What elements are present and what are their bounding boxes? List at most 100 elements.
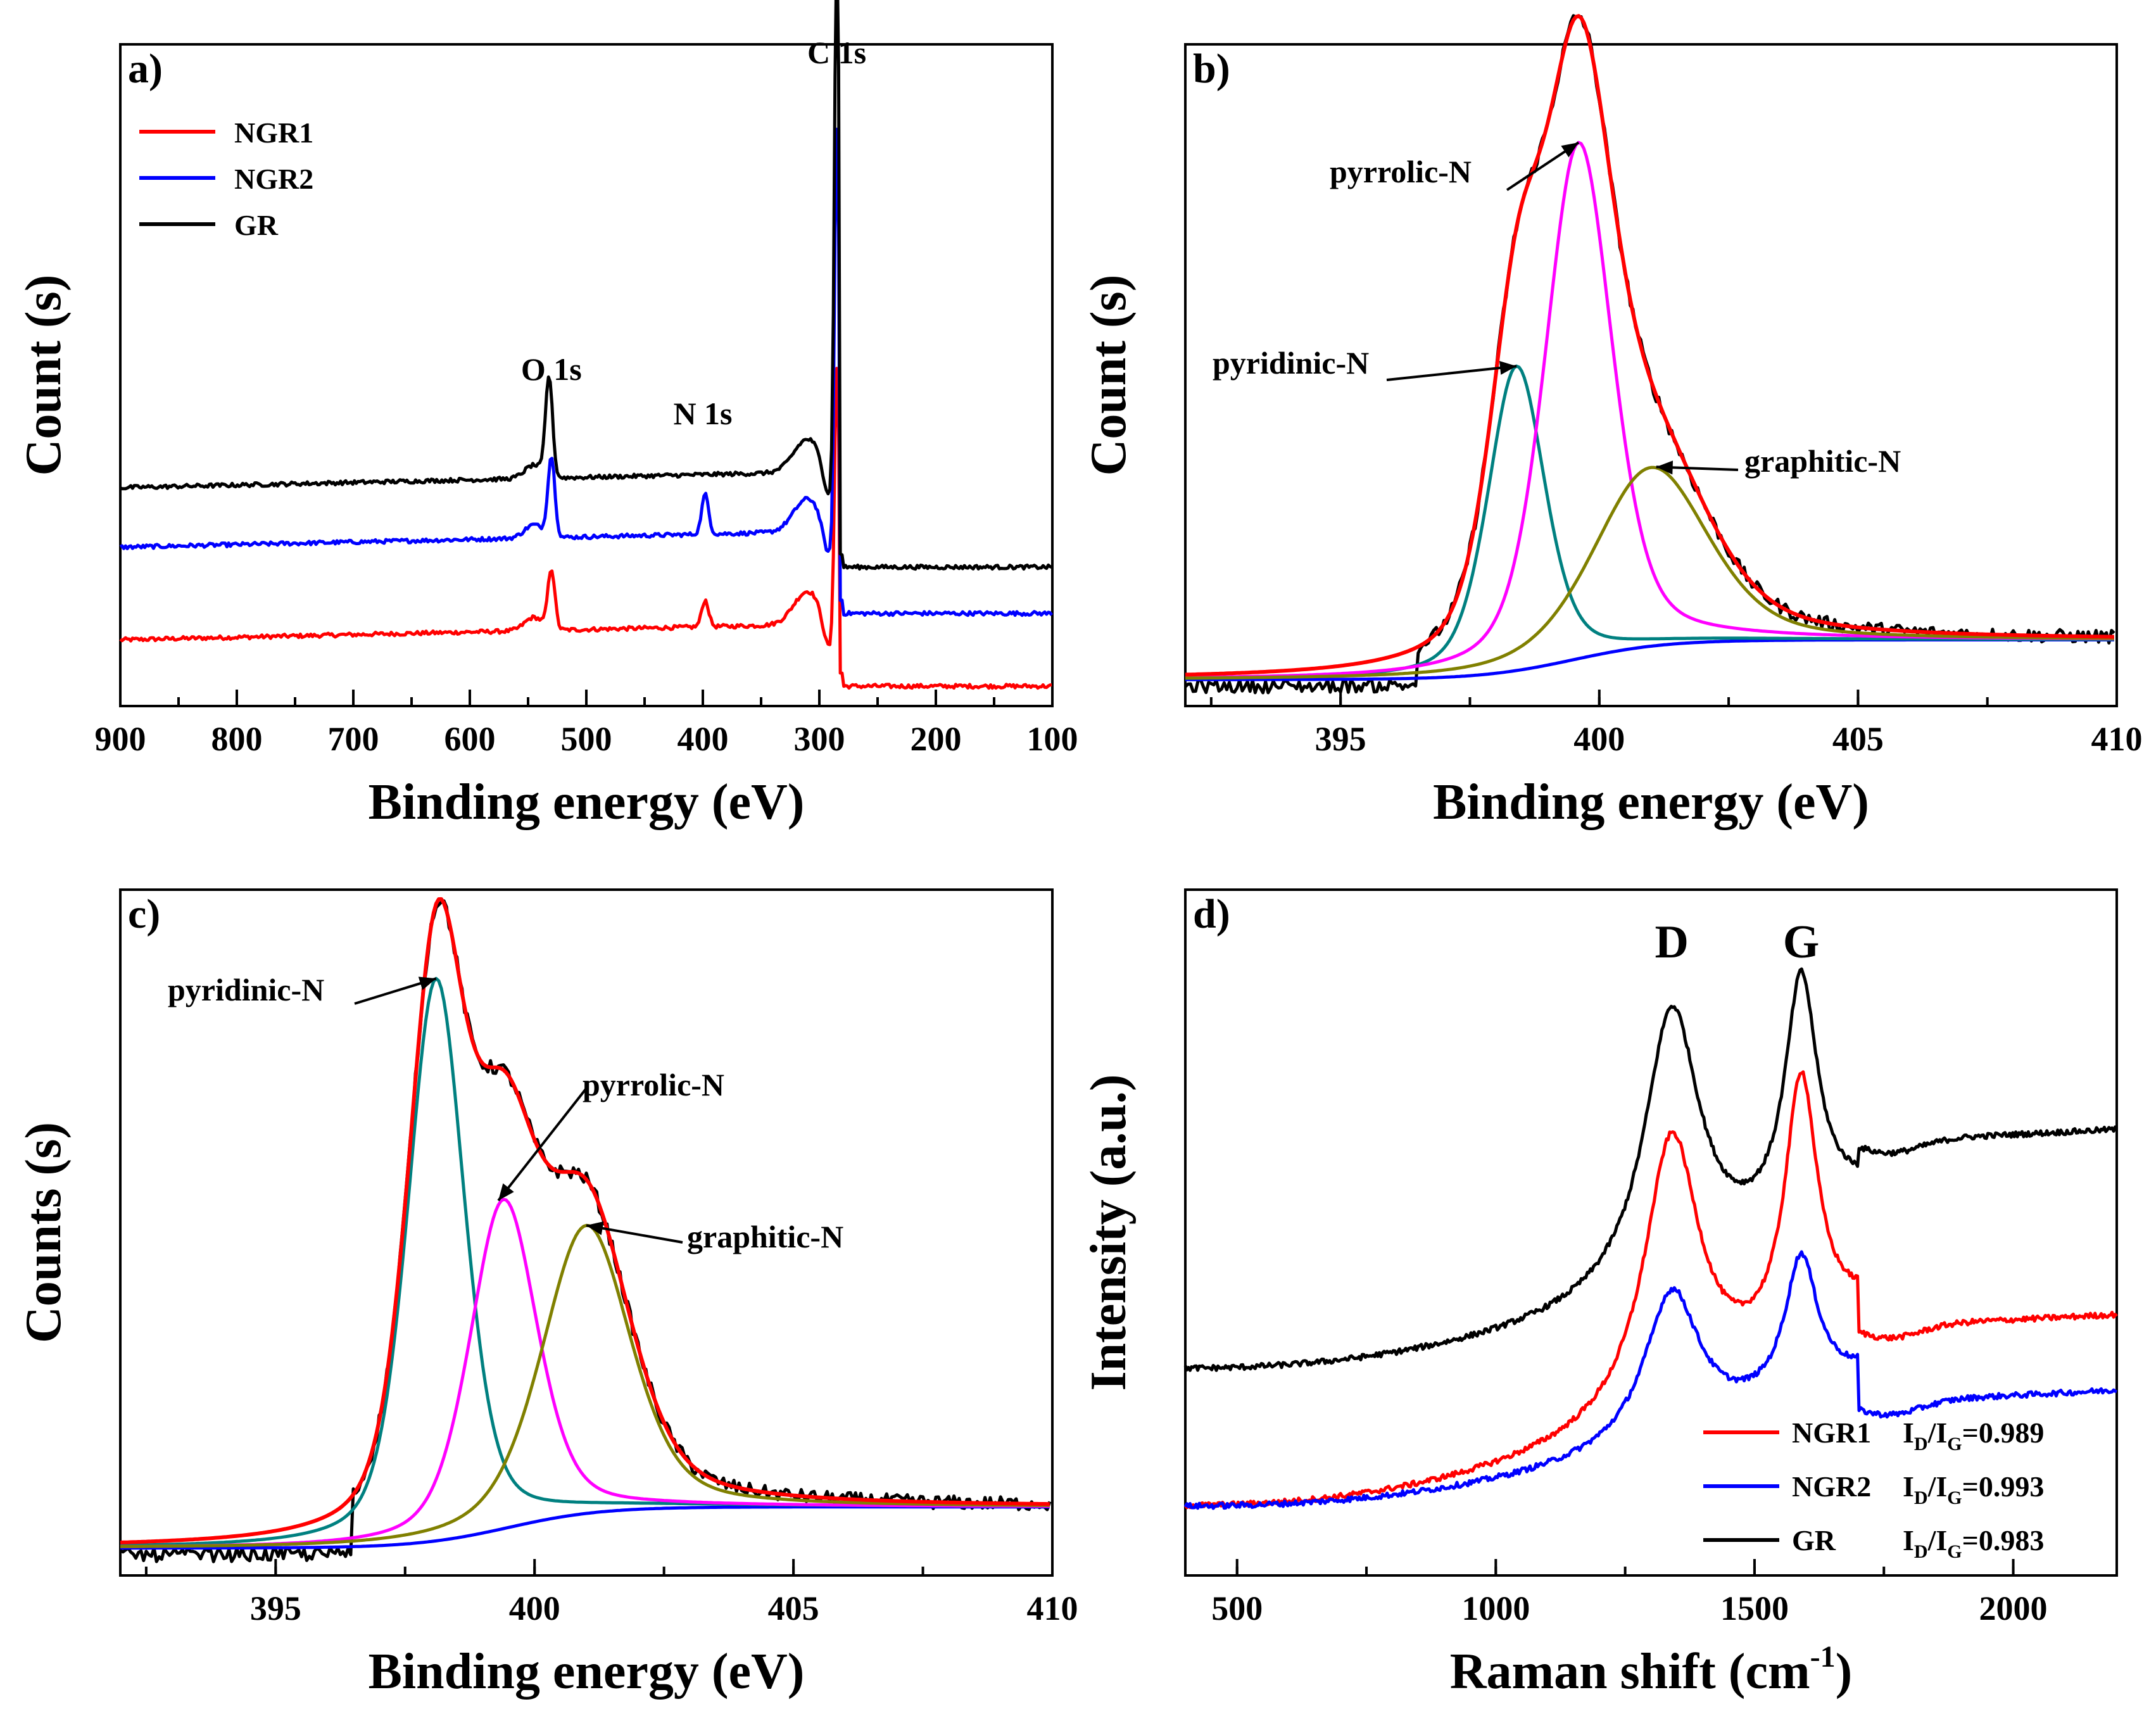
component-line-graphitic-N	[1185, 465, 2114, 680]
component-annotation: graphitic-N	[1744, 443, 1901, 479]
component-annotation: pyridinic-N	[1213, 345, 1369, 381]
peak-label: D	[1655, 916, 1688, 968]
x-axis-label: Binding energy (eV)	[369, 1644, 805, 1700]
x-tick-label: 800	[211, 720, 263, 758]
plot-frame	[1184, 888, 2118, 1577]
component-line-pyridinic-N	[120, 976, 1050, 1548]
peak-label: G	[1783, 916, 1820, 968]
x-tick-label: 500	[1211, 1589, 1263, 1627]
component-line-graphitic-N	[120, 1223, 1050, 1548]
x-axis-label-text: Raman shift (cm	[1450, 1644, 1810, 1700]
y-axis-label: Count (s)	[16, 275, 72, 476]
x-axis-label: Binding energy (eV)	[1433, 774, 1869, 830]
y-axis-label: Count (s)	[1081, 275, 1137, 476]
ratio-slash: /	[1927, 1470, 1937, 1503]
peak-annotation: C 1s	[807, 35, 866, 70]
annotation-arrowhead	[1656, 460, 1674, 475]
x-tick-label: 395	[250, 1589, 301, 1627]
panel-d: 500 1000 1500 2000 Raman shift (cm-1) Intensi…	[1081, 888, 2118, 1700]
envelope-line	[120, 897, 1050, 1544]
ratio-sub-D: D	[1914, 1541, 1928, 1562]
x-tick-label: 1500	[1720, 1589, 1789, 1627]
ratio-I: I	[1903, 1524, 1914, 1556]
y-axis-label: Counts (s)	[16, 1122, 72, 1343]
x-tick-label: 600	[444, 720, 496, 758]
legend-ratio: ID/IG=0.989	[1903, 1417, 2044, 1455]
x-tick-label: 300	[794, 720, 845, 758]
x-axis-label-end: )	[1836, 1644, 1853, 1700]
legend-ratio: ID/IG=0.983	[1903, 1524, 2044, 1562]
ratio-sub-D: D	[1914, 1487, 1928, 1508]
panel-label: d)	[1193, 891, 1230, 937]
plot-frame	[1184, 43, 2118, 707]
component-line-pyrrolic-N	[1185, 141, 2114, 679]
series-line-ngr2	[1183, 1250, 2117, 1510]
x-axis-label-sup: -1	[1810, 1640, 1836, 1674]
ratio-sub-G: G	[1947, 1434, 1962, 1455]
legend-label: NGR1	[1792, 1417, 1871, 1449]
legend-label: NGR2	[1792, 1470, 1871, 1503]
legend-label: GR	[1792, 1524, 1836, 1556]
x-tick-label: 2000	[1979, 1589, 2048, 1627]
series-line-gr	[119, 0, 1053, 571]
panel-c: 395 400 405 410 Binding energy (eV) Counts (s…	[16, 888, 1078, 1700]
legend-ratio: ID/IG=0.993	[1903, 1470, 2044, 1508]
ratio-slash: /	[1927, 1417, 1937, 1449]
x-tick-label: 410	[2091, 720, 2143, 758]
peak-annotation: N 1s	[673, 396, 732, 431]
background-line	[120, 1505, 1050, 1550]
series-line-gr	[1183, 967, 2118, 1372]
annotation-arrow	[497, 1088, 587, 1202]
ratio-eq: =	[1962, 1524, 1979, 1556]
x-axis-label: Raman shift (cm-1)	[1450, 1640, 1852, 1700]
ratio-sub-G: G	[1947, 1541, 1962, 1562]
ratio-eq: =	[1962, 1417, 1979, 1449]
ratio-sub-G: G	[1947, 1487, 1962, 1508]
legend-label: NGR2	[234, 163, 313, 195]
component-line-pyridinic-N	[1185, 364, 2114, 680]
panel-label: b)	[1193, 46, 1230, 92]
ratio-slash: /	[1927, 1524, 1937, 1556]
panel-b: 395 400 405 410 Binding energy (eV) Count (s)…	[1081, 14, 2143, 830]
component-line-pyrrolic-N	[120, 1197, 1050, 1548]
annotation-arrowhead	[418, 976, 436, 990]
annotation-arrowhead	[498, 1183, 514, 1201]
legend-label: NGR1	[234, 117, 313, 149]
ratio-I: I	[1903, 1470, 1914, 1503]
x-tick-label: 900	[95, 720, 146, 758]
ratio-value: 0.983	[1979, 1524, 2045, 1556]
annotation-arrowhead	[586, 1221, 604, 1235]
x-tick-label: 500	[561, 720, 612, 758]
x-tick-label: 410	[1027, 1589, 1078, 1627]
component-annotation: graphitic-N	[687, 1219, 843, 1254]
y-axis-label: Intensity (a.u.)	[1081, 1074, 1137, 1391]
ratio-value: 0.993	[1979, 1470, 2045, 1503]
plot-frame	[119, 888, 1054, 1577]
legend-label: GR	[234, 209, 279, 241]
panel-a: 900 800 700 600 500 400 300 200 100 Binding energ…	[16, 0, 1078, 830]
series-line-ngr1	[1183, 1070, 2118, 1510]
annotation-arrowhead	[1499, 361, 1517, 375]
x-tick-label: 100	[1027, 720, 1078, 758]
ratio-I: I	[1936, 1524, 1947, 1556]
annotation-arrow	[1386, 365, 1517, 381]
x-tick-label: 400	[1573, 720, 1625, 758]
ratio-sub-D: D	[1914, 1434, 1928, 1455]
panel-label: a)	[128, 46, 163, 92]
ratio-value: 0.989	[1979, 1417, 2045, 1449]
x-tick-label: 400	[509, 1589, 560, 1627]
x-tick-label: 400	[678, 720, 729, 758]
peak-annotation: O 1s	[521, 351, 582, 387]
component-annotation: pyrrolic-N	[583, 1067, 724, 1102]
x-tick-label: 405	[1832, 720, 1884, 758]
ratio-eq: =	[1962, 1470, 1979, 1503]
annotation-arrowhead	[1561, 142, 1579, 158]
envelope-line	[1185, 14, 2114, 677]
panel-label: c)	[128, 891, 160, 937]
component-annotation: pyridinic-N	[168, 972, 324, 1007]
x-tick-label: 200	[911, 720, 962, 758]
ratio-I: I	[1936, 1417, 1947, 1449]
series-line-ngr1	[119, 367, 1052, 690]
x-axis-label: Binding energy (eV)	[369, 774, 805, 830]
